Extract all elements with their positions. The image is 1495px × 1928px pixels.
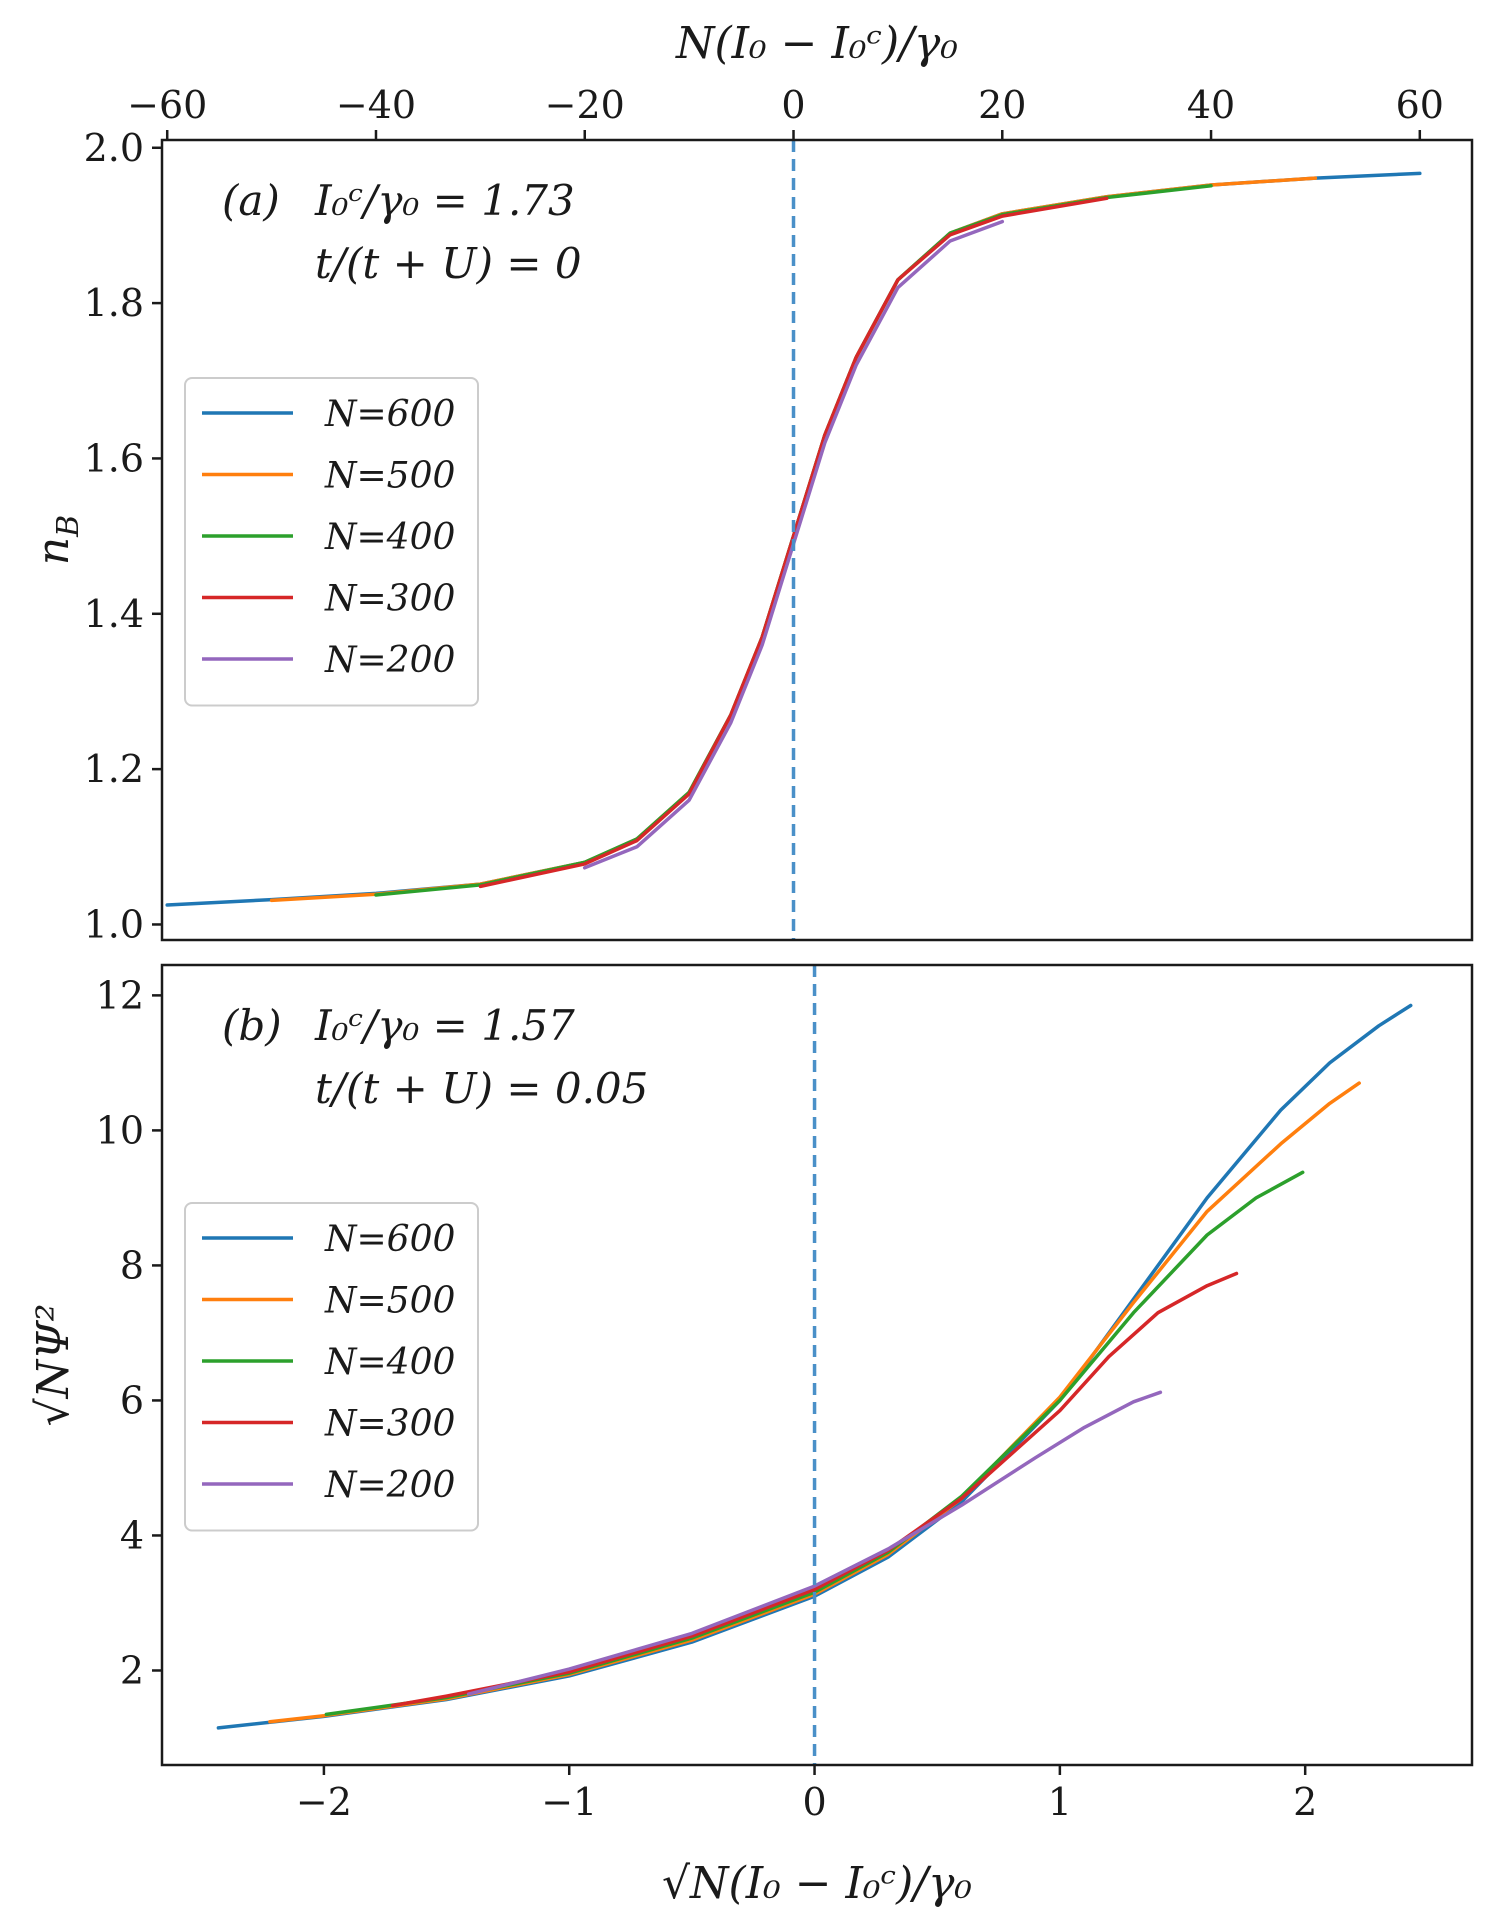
panel-a-series-n-300 — [478, 196, 1109, 889]
panel-a-legend: N=600 N=500 N=400 N=300 N=200 — [184, 377, 479, 707]
bottom-axis-label: √N(I₀ − I₀ᶜ)/γ₀ — [662, 1858, 972, 1909]
panel-a-ytick-label: 1.8 — [84, 281, 144, 325]
panel-b-legend-label: N=200 — [324, 1465, 455, 1506]
panel-a-legend-label: N=600 — [324, 394, 455, 435]
panel-a-ytick-label: 1.4 — [84, 592, 144, 636]
panel-b-legend-label: N=400 — [324, 1342, 455, 1383]
panel-a-ytick-label: 1.0 — [84, 902, 144, 946]
panel-a-xtick-label: 40 — [1187, 83, 1235, 127]
panel-a-annotation-1: I₀ᶜ/γ₀ = 1.73 — [314, 176, 575, 225]
panel-a-top-xticks: −60 −40 −20 0 20 40 60 — [127, 83, 1444, 140]
panel-b-legend-box — [184, 1202, 479, 1532]
panel-a-frame — [160, 138, 1474, 942]
panel-b-legend-label: N=500 — [324, 1281, 455, 1322]
panel-b-ytick-label: 8 — [120, 1243, 144, 1287]
panel-b-ytick-label: 6 — [120, 1378, 144, 1422]
panel-a: −60 −40 −20 0 20 40 60 1.0 1.2 1.4 1.6 1.8 2.0 nB (… — [28, 83, 1474, 946]
panel-b-xtick-label: 0 — [802, 1780, 826, 1824]
panel-b-annotation-1: I₀ᶜ/γ₀ = 1.57 — [314, 1001, 575, 1050]
panel-b-legend-label: N=600 — [324, 1219, 455, 1260]
panel-a-xtick-label: 0 — [781, 83, 805, 127]
panel-b-legend: N=600 N=500 N=400 N=300 N=200 — [184, 1202, 479, 1532]
panel-a-legend-label: N=300 — [324, 579, 455, 620]
panel-a-ytick-label: 2.0 — [84, 126, 144, 170]
panel-b-xtick-label: 2 — [1293, 1780, 1317, 1824]
panel-b-annotation-2: t/(t + U) = 0.05 — [315, 1064, 648, 1113]
panel-a-xtick-label: −20 — [545, 83, 625, 127]
panel-a-yticks: 1.0 1.2 1.4 1.6 1.8 2.0 — [84, 126, 162, 946]
panel-a-legend-label: N=400 — [324, 517, 455, 558]
panel-b-label: (b) — [222, 1001, 282, 1050]
panel-b-ytick-label: 12 — [96, 973, 144, 1017]
panel-a-legend-box — [184, 377, 479, 707]
panel-b-legend-label: N=300 — [324, 1404, 455, 1445]
panel-a-legend-label: N=200 — [324, 640, 455, 681]
panel-b-ytick-label: 10 — [96, 1108, 144, 1152]
panel-b-xticks: −2 −1 0 1 2 — [296, 1765, 1317, 1824]
panel-a-ylabel: nB — [28, 515, 86, 565]
panel-b-ytick-label: 4 — [120, 1513, 144, 1557]
panel-b-xtick-label: −2 — [296, 1780, 352, 1824]
panel-b-ytick-label: 2 — [120, 1648, 144, 1692]
panel-a-ytick-label: 1.6 — [84, 436, 144, 480]
panel-a-xtick-label: −40 — [336, 83, 416, 127]
panel-a-label: (a) — [222, 176, 280, 225]
top-axis-label: N(I₀ − I₀ᶜ)/γ₀ — [675, 18, 958, 69]
panel-b-yticks: 2 4 6 8 10 12 — [96, 973, 162, 1692]
panel-b-xtick-label: −1 — [541, 1780, 597, 1824]
panel-a-xtick-label: 20 — [978, 83, 1026, 127]
panel-b-xtick-label: 1 — [1048, 1780, 1072, 1824]
panel-a-plot-area — [165, 140, 1422, 940]
panel-a-annotation-2: t/(t + U) = 0 — [315, 239, 582, 288]
panel-a-xtick-label: −60 — [127, 83, 207, 127]
panel-b-frame — [160, 963, 1474, 1767]
panel-a-legend-label: N=500 — [324, 456, 455, 497]
panel-a-xtick-label: 60 — [1396, 83, 1444, 127]
panel-b-plot-area — [216, 965, 1413, 1765]
panel-a-ytick-label: 1.2 — [84, 747, 144, 791]
panel-b-series-n-200 — [466, 1390, 1163, 1696]
panel-b-ylabel: √NΨ² — [28, 1304, 79, 1427]
